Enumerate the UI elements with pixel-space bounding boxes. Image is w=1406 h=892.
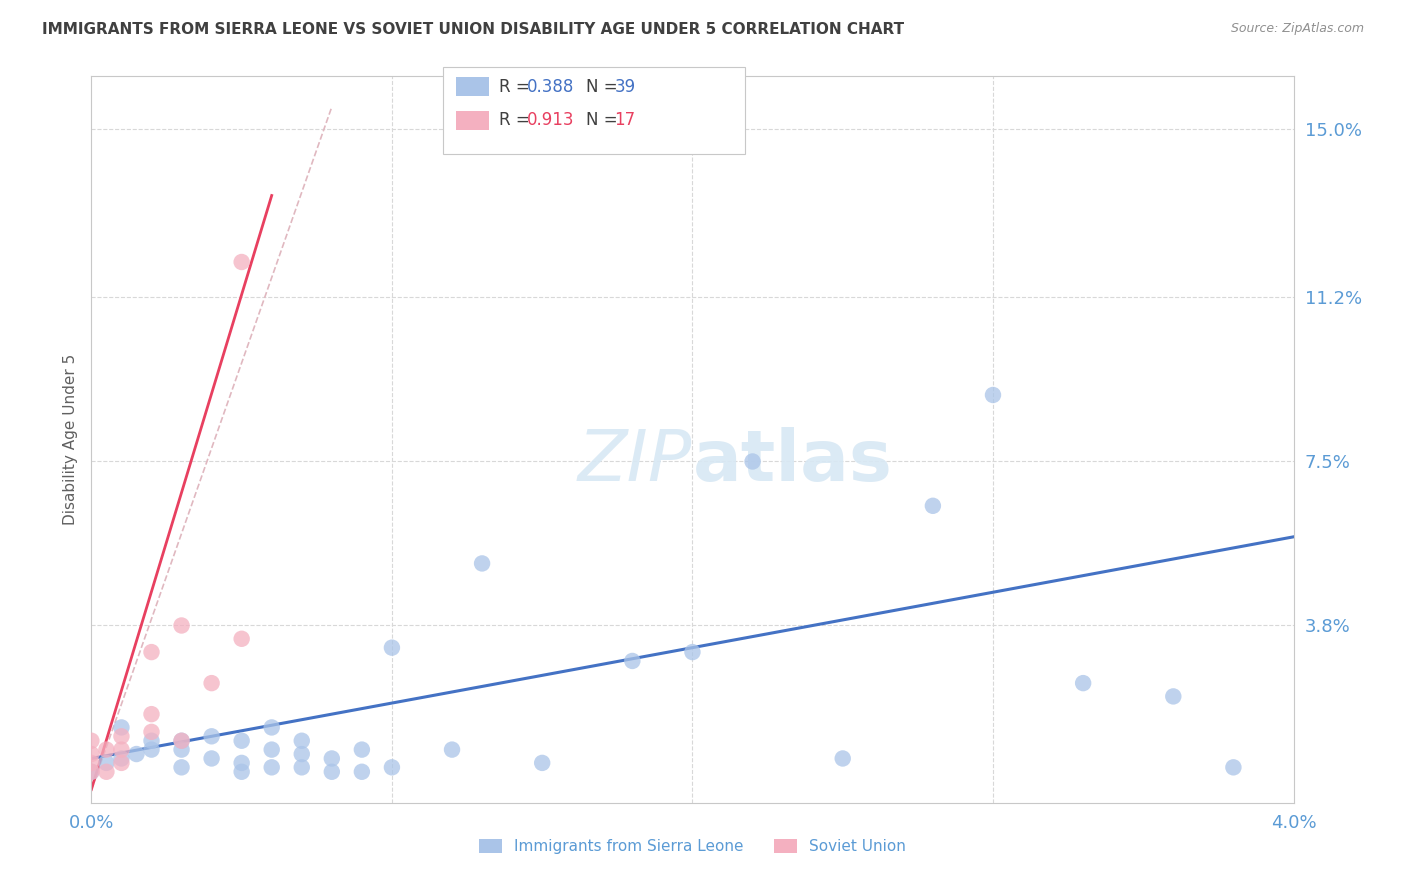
- Point: [681, 645, 703, 659]
- Text: N =: N =: [586, 78, 623, 95]
- Point: [291, 760, 314, 774]
- Point: [1222, 760, 1244, 774]
- Point: [170, 742, 193, 756]
- Text: atlas: atlas: [692, 426, 893, 496]
- Point: [110, 756, 132, 770]
- Text: 0.913: 0.913: [527, 112, 575, 129]
- Point: [260, 742, 283, 756]
- Point: [110, 729, 132, 743]
- Point: [80, 756, 103, 770]
- Point: [350, 764, 373, 779]
- Text: R =: R =: [499, 78, 536, 95]
- Point: [96, 742, 118, 756]
- Point: [80, 764, 103, 779]
- Point: [170, 760, 193, 774]
- Point: [201, 751, 224, 765]
- Point: [170, 733, 193, 747]
- Point: [440, 742, 463, 756]
- Point: [922, 499, 945, 513]
- Point: [201, 729, 224, 743]
- Text: 0.388: 0.388: [527, 78, 575, 95]
- Legend: Immigrants from Sierra Leone, Soviet Union: Immigrants from Sierra Leone, Soviet Uni…: [472, 833, 912, 861]
- Point: [231, 764, 253, 779]
- Point: [80, 733, 103, 747]
- Point: [141, 733, 163, 747]
- Point: [381, 760, 404, 774]
- Point: [531, 756, 554, 770]
- Point: [110, 751, 132, 765]
- Point: [141, 707, 163, 722]
- Point: [471, 557, 494, 571]
- Point: [981, 388, 1004, 402]
- Point: [350, 742, 373, 756]
- Point: [96, 756, 118, 770]
- Point: [1071, 676, 1094, 690]
- Text: N =: N =: [586, 112, 623, 129]
- Text: 39: 39: [614, 78, 636, 95]
- Point: [321, 751, 343, 765]
- Point: [201, 676, 224, 690]
- Point: [170, 733, 193, 747]
- Point: [291, 733, 314, 747]
- Point: [260, 760, 283, 774]
- Text: 17: 17: [614, 112, 636, 129]
- Point: [170, 618, 193, 632]
- Point: [621, 654, 644, 668]
- Point: [110, 742, 132, 756]
- Point: [96, 764, 118, 779]
- Point: [125, 747, 148, 761]
- Point: [80, 747, 103, 761]
- Point: [231, 756, 253, 770]
- Point: [321, 764, 343, 779]
- Point: [1161, 690, 1184, 704]
- Point: [231, 632, 253, 646]
- Point: [141, 724, 163, 739]
- Point: [291, 747, 314, 761]
- Y-axis label: Disability Age Under 5: Disability Age Under 5: [62, 354, 77, 524]
- Point: [831, 751, 853, 765]
- Point: [741, 454, 763, 468]
- Point: [231, 733, 253, 747]
- Point: [141, 742, 163, 756]
- Point: [141, 645, 163, 659]
- Point: [110, 721, 132, 735]
- Point: [260, 721, 283, 735]
- Text: R =: R =: [499, 112, 536, 129]
- Text: IMMIGRANTS FROM SIERRA LEONE VS SOVIET UNION DISABILITY AGE UNDER 5 CORRELATION : IMMIGRANTS FROM SIERRA LEONE VS SOVIET U…: [42, 22, 904, 37]
- Text: Source: ZipAtlas.com: Source: ZipAtlas.com: [1230, 22, 1364, 36]
- Text: ZIP: ZIP: [578, 426, 692, 496]
- Point: [80, 764, 103, 779]
- Point: [231, 255, 253, 269]
- Point: [381, 640, 404, 655]
